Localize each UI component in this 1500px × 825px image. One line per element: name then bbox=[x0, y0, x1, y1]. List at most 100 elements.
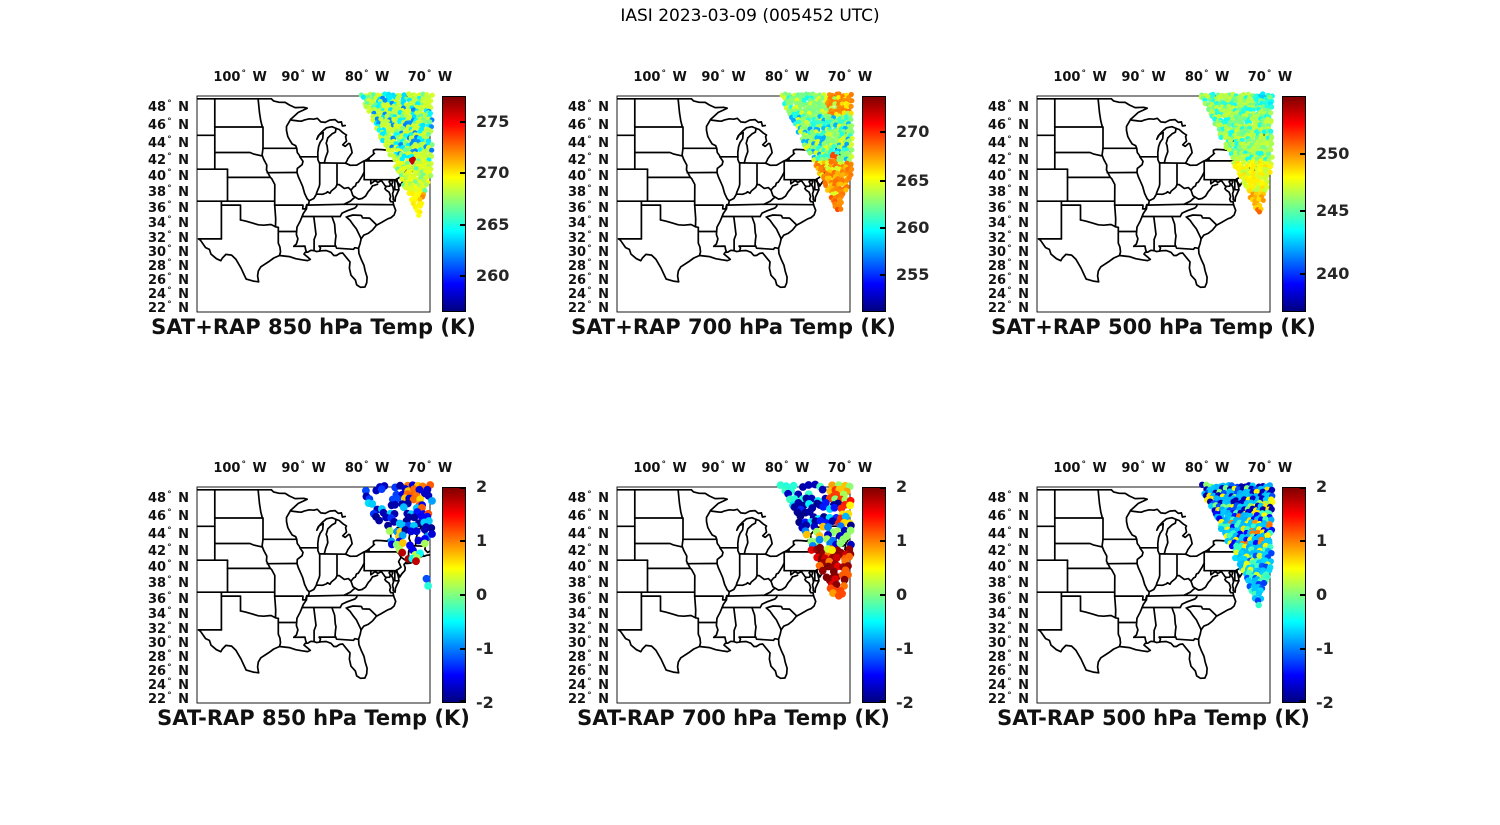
colorbar bbox=[1282, 96, 1306, 312]
degree-symbol: ° bbox=[1007, 134, 1012, 145]
degree-symbol: ° bbox=[661, 460, 666, 470]
lat-tick-label: 30° N bbox=[988, 635, 1029, 652]
degree-symbol: ° bbox=[587, 299, 592, 310]
lat-tick-label: 36° N bbox=[568, 199, 609, 216]
map-sat-minus-rap-700 bbox=[616, 480, 855, 704]
degree-symbol: ° bbox=[426, 460, 432, 470]
degree-symbol: ° bbox=[587, 244, 592, 255]
scatter-points bbox=[1198, 91, 1275, 215]
lat-tick-label: 48° N bbox=[568, 490, 609, 507]
colorbar bbox=[442, 96, 466, 312]
lat-tick-label: 48° N bbox=[988, 490, 1029, 507]
lat-tick-label: 44° N bbox=[148, 525, 189, 542]
panel-title-sat-minus-rap-500: SAT-RAP 500 hPa Temp (K) bbox=[997, 706, 1310, 730]
lat-tick-label: 40° N bbox=[568, 168, 609, 185]
colorbar-tick bbox=[1300, 210, 1306, 213]
lat-tick-label: 30° N bbox=[568, 244, 609, 261]
lat-tick-label: 42° N bbox=[148, 542, 189, 559]
colorbar-tick-label: 0 bbox=[476, 585, 488, 604]
colorbar-tick bbox=[1300, 487, 1306, 489]
scatter-points bbox=[362, 481, 436, 590]
lat-tick-label: 34° N bbox=[148, 605, 189, 622]
degree-symbol: ° bbox=[1007, 214, 1012, 225]
degree-symbol: ° bbox=[1007, 605, 1012, 616]
lat-tick-label: 32° N bbox=[988, 620, 1029, 637]
degree-symbol: ° bbox=[241, 460, 246, 470]
degree-symbol: ° bbox=[1007, 258, 1012, 269]
lat-tick-label: 34° N bbox=[988, 605, 1029, 622]
lat-tick-label: 46° N bbox=[988, 117, 1029, 134]
colorbar-tick-label: 275 bbox=[476, 111, 510, 131]
degree-symbol: ° bbox=[167, 559, 172, 570]
colorbar-tick-label: 260 bbox=[896, 217, 930, 237]
lon-tick-label: 90° W bbox=[1121, 460, 1166, 476]
lat-tick-label: 46° N bbox=[568, 117, 609, 134]
degree-symbol: ° bbox=[1007, 677, 1012, 688]
colorbar-tick-label: 255 bbox=[896, 265, 930, 285]
degree-symbol: ° bbox=[167, 184, 172, 195]
degree-symbol: ° bbox=[587, 663, 592, 674]
lat-tick-label: 40° N bbox=[988, 168, 1029, 185]
lat-tick-label: 28° N bbox=[568, 258, 609, 275]
lat-tick-label: 42° N bbox=[988, 151, 1029, 168]
degree-symbol: ° bbox=[1007, 635, 1012, 646]
scatter-points bbox=[1199, 481, 1276, 609]
degree-symbol: ° bbox=[167, 168, 172, 179]
degree-symbol: ° bbox=[167, 542, 172, 553]
degree-symbol: ° bbox=[1007, 184, 1012, 195]
lat-tick-label: 24° N bbox=[988, 286, 1029, 303]
colorbar-tick bbox=[880, 594, 886, 596]
degree-symbol: ° bbox=[587, 184, 592, 195]
lat-tick-label: 34° N bbox=[148, 214, 189, 231]
degree-symbol: ° bbox=[1007, 286, 1012, 297]
lat-tick-label: 32° N bbox=[568, 620, 609, 637]
lat-tick-label: 26° N bbox=[988, 663, 1029, 680]
degree-symbol: ° bbox=[1140, 460, 1145, 470]
lat-tick-label: 22° N bbox=[148, 299, 189, 316]
panel-sat-plus-rap-700: 100° W 90° W 80° W 70° W 48° N 46° N 44° N 42° … bbox=[550, 60, 945, 350]
degree-symbol: ° bbox=[587, 525, 592, 536]
degree-symbol: ° bbox=[1007, 99, 1012, 110]
map-border bbox=[1036, 486, 1271, 704]
lat-tick-label: 24° N bbox=[568, 286, 609, 303]
degree-symbol: ° bbox=[167, 663, 172, 674]
colorbar-tick-label: 250 bbox=[1316, 143, 1350, 163]
colorbar-tick-label: 2 bbox=[1316, 477, 1328, 496]
lat-tick-label: 40° N bbox=[148, 559, 189, 576]
colorbar-tick bbox=[460, 540, 466, 542]
degree-symbol: ° bbox=[1007, 508, 1012, 519]
lon-tick-label: 70° W bbox=[827, 69, 873, 85]
lat-tick-label: 46° N bbox=[148, 117, 189, 134]
degree-symbol: ° bbox=[587, 117, 592, 128]
colorbar-tick bbox=[460, 223, 466, 226]
panel-sat-minus-rap-850: 100° W 90° W 80° W 70° W 48° N 46° N 44° N 42° … bbox=[130, 451, 525, 741]
lon-tick-label: 70° W bbox=[407, 69, 453, 85]
lat-tick-label: 42° N bbox=[568, 542, 609, 559]
colorbar-tick-label: 245 bbox=[1316, 201, 1350, 221]
lon-tick-label: 80° W bbox=[764, 69, 810, 85]
degree-symbol: ° bbox=[587, 168, 592, 179]
colorbar bbox=[862, 96, 886, 312]
panel-title-sat-plus-rap-850: SAT+RAP 850 hPa Temp (K) bbox=[151, 315, 476, 339]
degree-symbol: ° bbox=[587, 690, 592, 701]
degree-symbol: ° bbox=[587, 272, 592, 283]
degree-symbol: ° bbox=[167, 199, 172, 210]
lat-tick-label: 40° N bbox=[568, 559, 609, 576]
lat-tick-label: 24° N bbox=[148, 286, 189, 303]
degree-symbol: ° bbox=[587, 199, 592, 210]
degree-symbol: ° bbox=[167, 151, 172, 162]
lat-tick-label: 36° N bbox=[988, 199, 1029, 216]
degree-symbol: ° bbox=[1081, 460, 1086, 470]
colorbar-tick bbox=[460, 487, 466, 489]
colorbar-tick bbox=[460, 172, 466, 175]
degree-symbol: ° bbox=[1007, 542, 1012, 553]
panel-title-sat-minus-rap-850: SAT-RAP 850 hPa Temp (K) bbox=[157, 706, 470, 730]
colorbar-tick-label: 2 bbox=[896, 477, 908, 496]
panel-sat-plus-rap-500: 100° W 90° W 80° W 70° W 48° N 46° N 44° N 42° … bbox=[970, 60, 1365, 350]
lat-tick-label: 36° N bbox=[148, 590, 189, 607]
lat-tick-label: 30° N bbox=[148, 244, 189, 261]
colorbar-tick-label: -1 bbox=[1316, 639, 1334, 658]
degree-symbol: ° bbox=[587, 286, 592, 297]
colorbar-tick bbox=[880, 700, 886, 702]
degree-symbol: ° bbox=[1007, 229, 1012, 240]
